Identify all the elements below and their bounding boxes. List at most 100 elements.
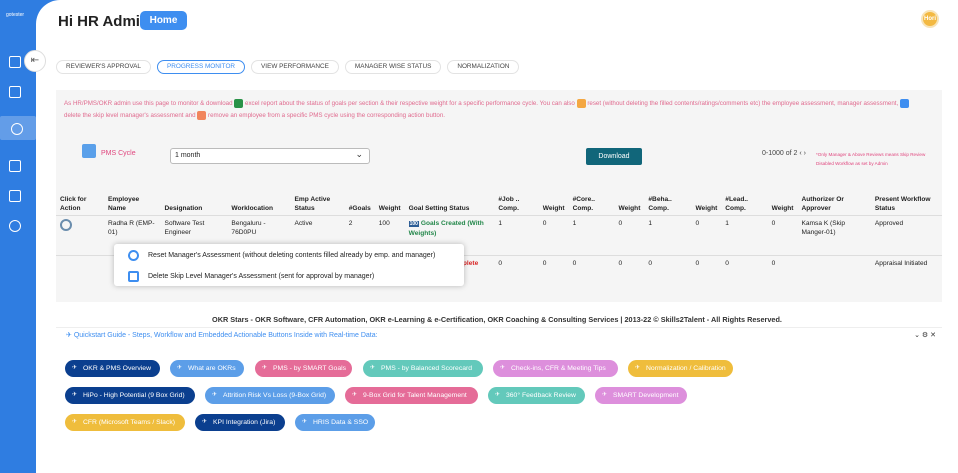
col-header: #Beha.. Comp. (648, 195, 672, 212)
action-menu-icon[interactable] (60, 218, 72, 231)
col-header: Weight (378, 204, 401, 212)
book-icon[interactable] (9, 86, 21, 98)
core-comp: 1 (568, 214, 615, 255)
quickstart-button[interactable]: Normalization / Calibration (628, 360, 733, 377)
col-header: Click for Action (60, 195, 87, 212)
quickstart-bar: ✈ Quickstart Guide - Steps, Workflow and… (56, 327, 942, 342)
goal-setting-status: Goals Created (With Weights) (408, 219, 484, 237)
pms-cycle-select[interactable]: 1 month (170, 147, 370, 164)
quickstart-button[interactable]: HiPo - High Potential (9 Box Grid) (65, 387, 195, 404)
sidebar: gotester (0, 0, 36, 473)
copyright-text: OKR Stars - OKR Software, CFR Automation… (212, 315, 782, 324)
info-part5: remove an employee from a specific PMS c… (208, 112, 445, 119)
quickstart-button[interactable]: PMS - by Balanced Scorecard (363, 360, 483, 377)
workflow-status: Appraisal Initiated (870, 254, 942, 295)
approver: Kamsa K (Skip Manger-01) (797, 214, 871, 255)
delete-skip-level-item[interactable]: Delete Skip Level Manager's Assessment (… (114, 268, 464, 286)
tab-manager-wise-status[interactable]: MANAGER WISE STATUS (344, 60, 442, 74)
col-header: Authorizer Or Approver (801, 195, 844, 212)
avatar[interactable]: Hori (921, 10, 939, 28)
chat-icon[interactable] (9, 190, 21, 202)
col-header: Goal Setting Status (408, 204, 470, 212)
page-title: Hi HR Admin (58, 13, 150, 30)
tab-normalization[interactable]: NORMALIZATION (447, 60, 520, 74)
quickstart-button[interactable]: What are OKRs (170, 360, 244, 377)
handshake-icon[interactable] (9, 220, 21, 232)
col-header: Weight (618, 204, 641, 212)
lead-comp: 0 (721, 254, 768, 295)
col-header: Worklocation (231, 204, 274, 212)
col-header: Emp Active Status (294, 195, 331, 212)
col-header: Weight (695, 204, 718, 212)
app-logo: gotester (6, 12, 25, 18)
quickstart-button[interactable]: CFR (Microsoft Teams / Slack) (65, 414, 185, 431)
col-header: Designation (164, 204, 203, 212)
quickstart-button[interactable]: 9-Box Grid for Talent Management (345, 387, 478, 404)
pms-cycle-label: PMS Cycle (101, 150, 136, 157)
pagination[interactable]: 0-1000 of 2 ‹ › (762, 150, 806, 157)
skip-delete-icon (128, 271, 139, 282)
col-header: #Job .. Comp. (498, 195, 520, 212)
info-part4: delete the skip level manager's assessme… (64, 112, 196, 119)
users-icon[interactable] (0, 116, 36, 140)
col-header: #Core.. Comp. (572, 195, 595, 212)
table-header-row: Click for Action Employee Name Designati… (56, 183, 942, 215)
quickstart-button[interactable]: KPI Integration (Jira) (195, 414, 285, 431)
tab-reviewers-approval[interactable]: REVIEWER'S APPROVAL (56, 60, 151, 74)
send-icon: ✈ (66, 332, 72, 339)
workflow-note: *Only Manager & Above Reviews means Skip… (816, 152, 926, 166)
beha-comp: 1 (644, 214, 692, 255)
job-comp: 1 (494, 214, 539, 255)
quickstart-button[interactable]: SMART Development (595, 387, 687, 404)
popup-item-label: Delete Skip Level Manager's Assessment (… (148, 273, 375, 280)
home-button[interactable]: Home (140, 11, 187, 30)
lead-weight: 0 (767, 214, 798, 255)
quickstart-controls[interactable]: ⌄ ⚙ ✕ (914, 332, 936, 339)
col-header: Employee Name (108, 195, 140, 212)
col-header: Weight (771, 204, 794, 212)
tab-view-performance[interactable]: VIEW PERFORMANCE (251, 60, 339, 74)
quickstart-button[interactable]: 360° Feedback Review (488, 387, 585, 404)
core-weight: 0 (614, 214, 645, 255)
quickstart-title: Quickstart Guide - Steps, Workflow and E… (73, 332, 378, 339)
action-popup: Reset Manager's Assessment (without dele… (114, 244, 464, 286)
col-header: #Lead.. Comp. (725, 195, 749, 212)
beha-weight: 0 (691, 214, 722, 255)
job-weight: 0 (538, 254, 569, 295)
lead-weight: 0 (767, 254, 798, 295)
excel-icon (234, 98, 244, 108)
core-comp: 0 (568, 254, 615, 295)
info-part3: reset (without deleting the filled conte… (587, 100, 899, 107)
download-button[interactable]: Download (586, 148, 642, 165)
collapse-sidebar-icon[interactable]: ⇤ (24, 50, 46, 72)
skip-delete-icon (899, 98, 909, 108)
reset-icon (128, 250, 139, 261)
approver (797, 254, 871, 295)
quickstart-button[interactable]: Attrition Risk Vs Loss (9-Box Grid) (205, 387, 335, 404)
col-header: Present Workflow Status (874, 195, 931, 212)
reset-icon (576, 98, 586, 108)
info-part2: excel report about the status of goals p… (245, 100, 575, 107)
popup-item-label: Reset Manager's Assessment (without dele… (148, 252, 436, 259)
quickstart-button[interactable]: HRIS Data & SSO (295, 414, 375, 431)
tab-bar: REVIEWER'S APPROVAL PROGRESS MONITOR VIE… (56, 60, 520, 74)
workflow-status: Approved (870, 214, 942, 255)
main-content: ⇤ Hi HR Admin Home Hori REVIEWER'S APPRO… (24, 0, 958, 473)
info-text: As HR/PMS/OKR admin use this page to mon… (64, 98, 924, 122)
quickstart-button[interactable]: Check-ins, CFR & Meeting Tips (493, 360, 618, 377)
beha-weight: 0 (691, 254, 722, 295)
goal-weight-badge: 100 (408, 220, 419, 227)
reset-manager-assessment-item[interactable]: Reset Manager's Assessment (without dele… (114, 247, 464, 265)
lead-comp: 1 (721, 214, 768, 255)
col-header: #Goals (348, 204, 371, 212)
book-open-icon[interactable] (9, 160, 21, 172)
quickstart-button[interactable]: OKR & PMS Overview (65, 360, 160, 377)
beha-comp: 0 (644, 254, 692, 295)
tab-progress-monitor[interactable]: PROGRESS MONITOR (156, 60, 246, 74)
job-weight: 0 (538, 214, 569, 255)
info-part1: As HR/PMS/OKR admin use this page to mon… (64, 100, 233, 107)
quickstart-button[interactable]: PMS - by SMART Goals (255, 360, 352, 377)
document-icon[interactable] (9, 56, 21, 68)
core-weight: 0 (614, 254, 645, 295)
col-header: Weight (542, 204, 565, 212)
